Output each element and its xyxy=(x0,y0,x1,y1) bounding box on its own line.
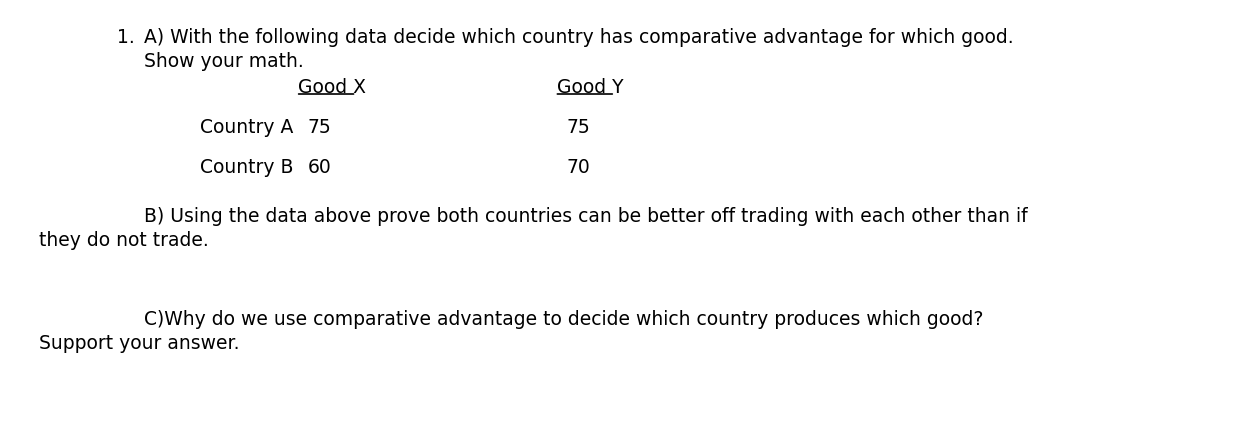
Text: Show your math.: Show your math. xyxy=(145,52,304,71)
Text: 75: 75 xyxy=(566,118,590,137)
Text: 1.: 1. xyxy=(118,28,135,47)
Text: 60: 60 xyxy=(308,158,331,177)
Text: they do not trade.: they do not trade. xyxy=(39,230,209,249)
Text: B) Using the data above prove both countries can be better off trading with each: B) Using the data above prove both count… xyxy=(145,207,1028,226)
Text: 70: 70 xyxy=(566,158,590,177)
Text: Good X: Good X xyxy=(298,78,366,97)
Text: Support your answer.: Support your answer. xyxy=(39,333,240,352)
Text: Good Y: Good Y xyxy=(556,78,622,97)
Text: 75: 75 xyxy=(308,118,331,137)
Text: A) With the following data decide which country has comparative advantage for wh: A) With the following data decide which … xyxy=(145,28,1014,47)
Text: Country B: Country B xyxy=(200,158,294,177)
Text: Country A: Country A xyxy=(200,118,294,137)
Text: C)Why do we use comparative advantage to decide which country produces which goo: C)Why do we use comparative advantage to… xyxy=(145,309,984,328)
